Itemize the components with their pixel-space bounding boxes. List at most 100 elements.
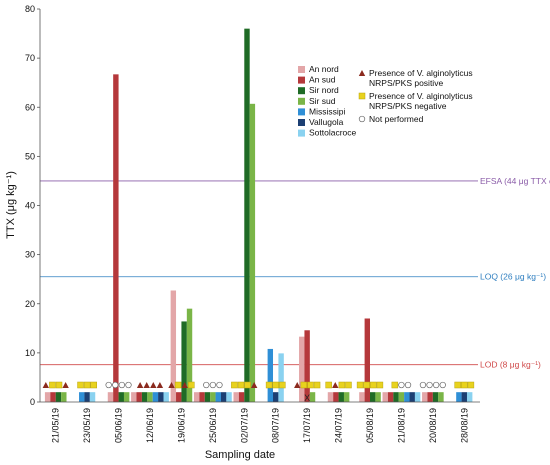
bar-mississipi-13	[456, 392, 462, 402]
marker-square-1-2	[90, 381, 97, 389]
bar-sir-nord-3	[141, 392, 148, 402]
bar-sir-sud-11	[398, 392, 405, 402]
bar-sottolacroce-13	[466, 392, 473, 402]
bar-sir-nord-4	[181, 321, 187, 402]
marker-square-8-2	[307, 381, 314, 389]
marker-square-7-1	[272, 381, 279, 389]
x-tick-label-13: 28/08/19	[459, 408, 469, 443]
y-tick-label-20: 20	[25, 299, 35, 309]
bar-sir-sud-3	[147, 392, 153, 402]
bar-sir-nord-12	[432, 392, 439, 402]
x-tick-label-10: 05/08/19	[365, 408, 375, 443]
x-tick-label-0: 21/05/19	[51, 408, 61, 443]
bar-an-nord-12	[422, 392, 428, 402]
marker-square-1-1	[83, 381, 91, 389]
bar-sir-sud-9	[343, 392, 350, 402]
marker-square-10-2	[370, 381, 377, 389]
marker-triangle-6-3	[250, 382, 258, 388]
bars	[44, 28, 473, 403]
legend-marker-label-0-0: Presence of V. alginolyticus	[369, 68, 473, 78]
x-tick-label-9: 24/07/19	[334, 408, 344, 443]
marker-square-8-1	[300, 381, 308, 389]
marker-square-7-2	[279, 381, 286, 389]
marker-circle-2-0	[105, 381, 112, 389]
marker-square-4-1	[174, 381, 182, 389]
bar-an-nord-3	[131, 392, 137, 402]
legend-marker-label-1-1: NRPS/PKS negative	[369, 101, 447, 111]
x-tick-label-6: 02/07/19	[239, 408, 249, 443]
marker-square-7-0	[265, 381, 273, 389]
y-tick-label-40: 40	[25, 201, 35, 211]
marker-circle-5-1	[209, 381, 217, 389]
bar-an-sud-3	[136, 392, 142, 402]
bar-mississipi-7	[267, 348, 274, 402]
bar-sottolacroce-11	[414, 392, 421, 402]
marker-triangle-0-0	[42, 382, 50, 388]
marker-square-8-3	[313, 381, 321, 389]
marker-square-13-2	[467, 381, 475, 389]
bar-an-nord-0	[44, 392, 51, 402]
x-tick-label-1: 23/05/19	[82, 408, 92, 443]
bar-an-sud-0	[50, 392, 56, 402]
bar-sir-sud-6	[249, 103, 256, 402]
bar-sir-sud-8	[309, 392, 316, 402]
legend-swatch-3	[298, 97, 305, 105]
bar-an-sud-8	[304, 330, 310, 402]
y-tick-label-80: 80	[25, 4, 35, 14]
marker-square-10-3	[376, 381, 384, 389]
legend-marker-triangle	[358, 70, 366, 76]
legend-swatch-6	[298, 129, 305, 137]
y-tick-label-30: 30	[25, 250, 35, 260]
x-tick-label-12: 20/08/19	[428, 408, 438, 443]
bar-sir-nord-9	[338, 392, 344, 402]
legend-label-2: Sir nord	[309, 85, 339, 95]
bar-sir-sud-12	[438, 392, 444, 402]
bar-vallugola-1	[84, 392, 90, 402]
marker-triangle-0-3	[62, 382, 69, 388]
marker-square-13-0	[454, 381, 461, 389]
marker-circle-5-2	[216, 381, 223, 389]
bar-sottolacroce-1	[89, 392, 96, 402]
x-tick-label-4: 19/06/19	[176, 408, 186, 443]
x-tick-label-2: 05/06/19	[114, 408, 124, 443]
bar-sir-nord-0	[55, 392, 62, 402]
marker-circle-12-0	[419, 381, 427, 389]
x-axis-title: Sampling date	[205, 449, 275, 461]
bar-sir-nord-10	[370, 392, 376, 402]
marker-square-0-2	[55, 381, 63, 389]
bar-sir-sud-10	[375, 392, 381, 402]
reference-line-label-0: EFSA (44 μg TTX eq kg⁻¹)	[480, 176, 550, 186]
bar-vallugola-11	[409, 392, 415, 402]
marker-square-9-3	[345, 381, 352, 389]
bar-vallugola-13	[461, 392, 467, 402]
y-tick-label-0: 0	[30, 397, 35, 407]
bar-an-sud-9	[333, 392, 339, 402]
x-mark: X	[304, 393, 310, 403]
reference-line-label-2: LOD (8 μg kg⁻¹)	[480, 360, 541, 370]
marker-square-6-2	[244, 381, 251, 389]
marker-circle-2-1	[112, 381, 119, 389]
bar-sir-nord-5	[204, 392, 211, 402]
bar-an-nord-6	[233, 392, 239, 402]
bar-mississipi-11	[404, 392, 410, 402]
bar-an-sud-4	[176, 392, 182, 402]
legend-swatch-2	[298, 87, 305, 95]
marker-square-9-2	[338, 381, 346, 389]
bar-an-nord-5	[193, 392, 200, 402]
marker-circle-11-1	[398, 381, 405, 389]
x-tick-label-7: 08/07/19	[271, 408, 281, 443]
y-tick-label-10: 10	[25, 348, 35, 358]
bar-mississipi-5	[215, 392, 221, 402]
legend-label-4: Mississipi	[309, 106, 345, 116]
legend-marker-square	[358, 92, 366, 100]
marker-circle-11-2	[404, 381, 412, 389]
marker-circle-12-2	[433, 381, 440, 389]
bar-vallugola-5	[220, 392, 227, 402]
bar-an-nord-10	[359, 392, 365, 402]
bar-an-sud-6	[238, 392, 245, 402]
y-tick-label-70: 70	[25, 53, 35, 63]
bar-an-nord-8	[299, 336, 305, 402]
bar-an-sud-5	[199, 392, 205, 402]
bar-vallugola-3	[158, 392, 164, 402]
